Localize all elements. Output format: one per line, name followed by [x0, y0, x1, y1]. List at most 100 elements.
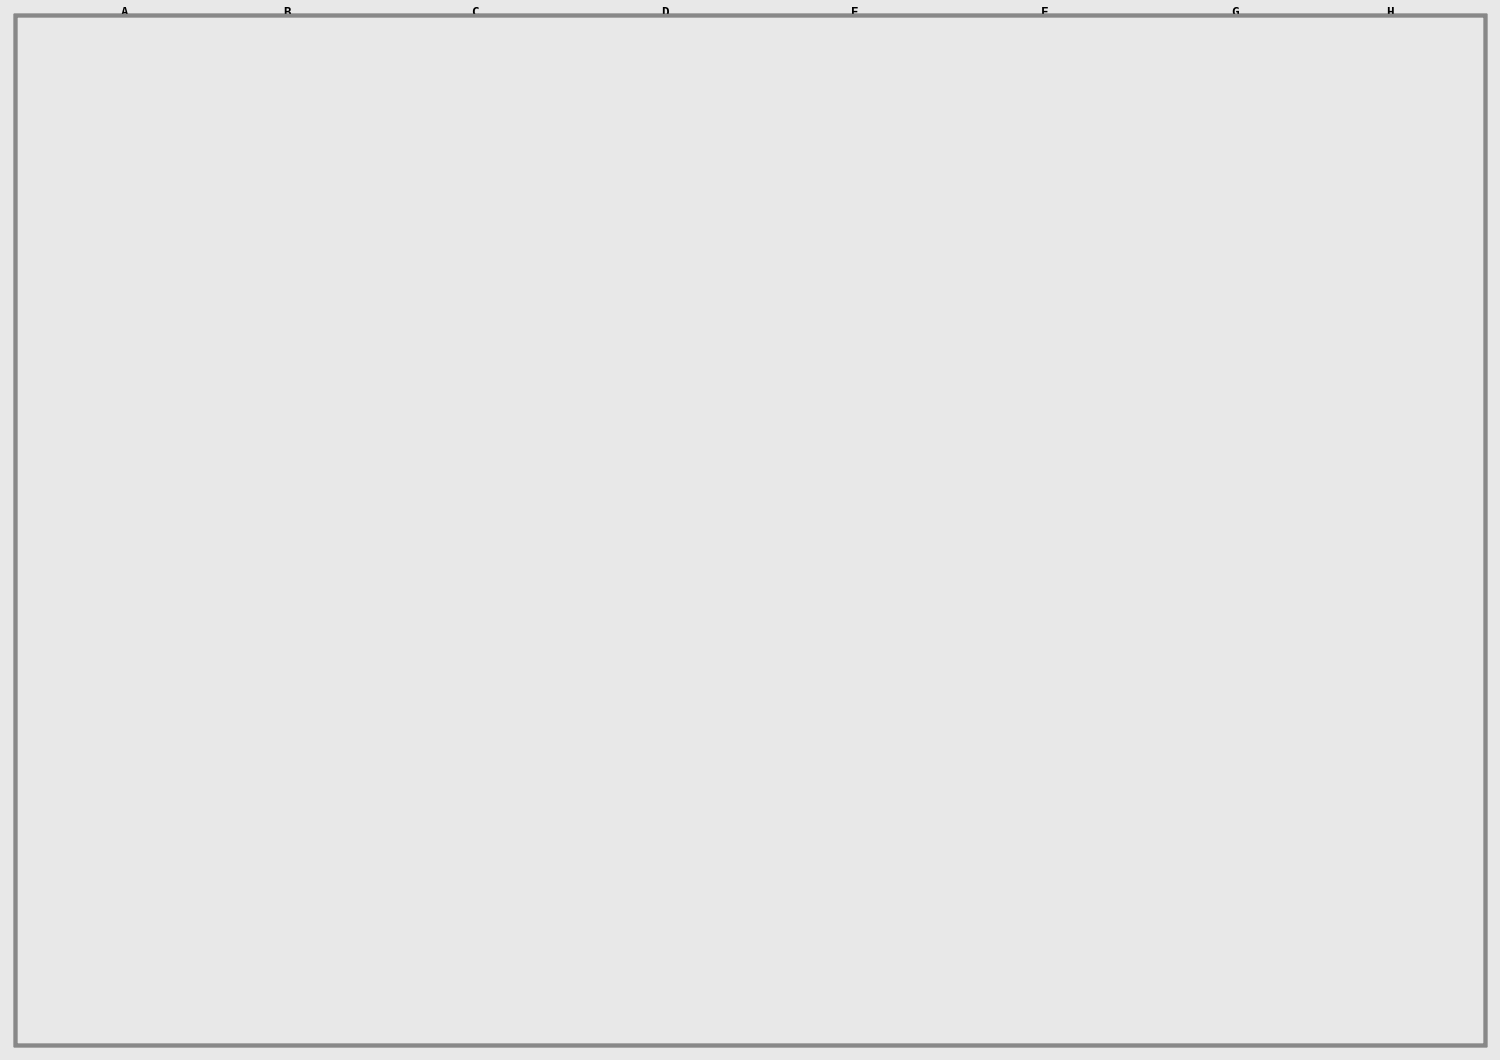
Text: K: K	[570, 947, 576, 955]
Text: REVERB/PSU: REVERB/PSU	[1328, 920, 1454, 940]
Text: SEND: SEND	[128, 458, 148, 466]
Text: L 47U 25V: L 47U 25V	[1042, 188, 1077, 193]
Text: 39K: 39K	[651, 101, 664, 109]
Text: C22: C22	[483, 42, 496, 48]
Text: DRAWN: DRAWN	[740, 984, 758, 989]
Text: R4: R4	[238, 407, 248, 417]
Text: +47 1/2W: +47 1/2W	[1102, 100, 1137, 106]
Text: FS2: FS2	[1293, 141, 1308, 149]
Text: 4: 4	[1461, 621, 1468, 634]
Text: D: D	[662, 6, 669, 19]
Text: RD: RD	[1383, 141, 1394, 149]
Text: DATE: DATE	[314, 1013, 332, 1023]
Bar	[1330, 40, 1450, 92]
Text: 1M: 1M	[404, 495, 412, 505]
Text: CHECKED: CHECKED	[740, 1002, 765, 1006]
Text: 3: 3	[1420, 986, 1434, 1006]
Circle shape	[177, 391, 182, 396]
Circle shape	[186, 431, 192, 437]
Text: C10: C10	[288, 246, 302, 254]
Text: S.G: S.G	[969, 984, 981, 989]
Text: 3: 3	[561, 95, 566, 105]
Text: 2N: 2N	[388, 43, 398, 53]
Circle shape	[222, 387, 228, 393]
Text: 1: 1	[1461, 101, 1468, 114]
Circle shape	[196, 583, 201, 588]
Bar	[230, 50, 540, 280]
Circle shape	[222, 401, 228, 407]
Text: ECO NUMBER: ECO NUMBER	[174, 1013, 220, 1023]
Bar	[168, 315, 458, 765]
Text: MODEL: MODEL	[1048, 984, 1066, 989]
Text: 70U 25V: 70U 25V	[1222, 109, 1252, 114]
Bar	[1286, 152, 1336, 170]
Text: DWG.No. 8280-61-02: DWG.No. 8280-61-02	[90, 92, 104, 228]
Text: TO 8280-62-00: TO 8280-62-00	[198, 318, 262, 326]
Text: TDA2030: TDA2030	[591, 46, 628, 54]
Text: 1: 1	[34, 101, 42, 114]
Text: R4: R4	[534, 162, 543, 167]
Text: RETURN: RETURN	[111, 569, 142, 579]
Text: C12  REVERB UNIT: C12 REVERB UNIT	[450, 32, 524, 40]
Text: DWG.No: DWG.No	[1335, 968, 1362, 976]
Text: F: F	[1041, 6, 1048, 19]
Bar	[1160, 95, 1215, 210]
Text: LINK5: LINK5	[254, 178, 262, 201]
Text: {: {	[60, 493, 96, 547]
Bar	[915, 205, 964, 265]
Circle shape	[196, 391, 201, 396]
Text: BK: BK	[1395, 340, 1406, 350]
Text: ECO NUMBER: ECO NUMBER	[174, 894, 220, 902]
Text: 3: 3	[87, 922, 93, 932]
Text: C6: C6	[1227, 95, 1236, 105]
Text: C11: C11	[386, 34, 400, 42]
Circle shape	[196, 431, 201, 437]
Text: ISSUE: ISSUE	[1410, 968, 1432, 976]
Text: 11/5/93: 11/5/93	[304, 955, 340, 965]
Circle shape	[177, 524, 182, 529]
Text: R8: R8	[660, 60, 669, 70]
Text: TITLE: TITLE	[1335, 896, 1360, 904]
Text: +47 1/2W: +47 1/2W	[1102, 175, 1137, 181]
Text: 35V: 35V	[388, 237, 402, 243]
Text: LINK8: LINK8	[964, 199, 970, 220]
Text: TOLERANCE (UNLESS OTHERWISE STATED): TOLERANCE (UNLESS OTHERWISE STATED)	[992, 914, 1124, 919]
Text: DB1: DB1	[1178, 81, 1192, 89]
Text: R2: R2	[238, 558, 248, 566]
Text: R14: R14	[310, 60, 326, 70]
Text: E: E	[390, 982, 396, 991]
Text: FS1: FS1	[1293, 60, 1308, 70]
Text: C4: C4	[232, 434, 242, 442]
Text: 5: 5	[1461, 796, 1468, 809]
Text: 2U2: 2U2	[374, 249, 387, 255]
Bar	[237, 505, 260, 515]
Circle shape	[196, 524, 201, 529]
Bar	[288, 358, 310, 372]
Text: EXTERNAL B/A: EXTERNAL B/A	[740, 949, 784, 954]
Text: 4: 4	[34, 621, 42, 634]
Text: PARALLEL: PARALLEL	[105, 499, 148, 509]
Text: SCN: SCN	[464, 75, 477, 85]
Text: 5: 5	[34, 796, 42, 809]
Text: LINK6: LINK6	[236, 373, 244, 396]
Text: T250mA: T250mA	[1286, 51, 1314, 59]
Text: C3: C3	[404, 509, 412, 517]
Text: C18: C18	[363, 235, 376, 245]
Text: R19: R19	[462, 47, 474, 53]
Text: 6: 6	[34, 954, 42, 967]
Circle shape	[222, 373, 228, 379]
Text: SEND: SEND	[128, 388, 148, 396]
Text: R12: R12	[336, 52, 348, 58]
Text: 1K7: 1K7	[310, 71, 326, 80]
Text: R11: R11	[348, 52, 361, 58]
Circle shape	[186, 472, 192, 477]
Bar	[1286, 72, 1336, 90]
Text: OR IN PARTS WITHOUT WRITTEN PERMISSION FROM: OR IN PARTS WITHOUT WRITTEN PERMISSION F…	[1173, 991, 1306, 996]
Text: LINK5: LINK5	[310, 360, 334, 370]
Text: DIMENSIONAL: DIMENSIONAL	[1036, 932, 1078, 936]
Text: C9: C9	[656, 136, 664, 144]
Text: 22R 1/2W: 22R 1/2W	[536, 114, 540, 145]
Text: JS3: JS3	[118, 580, 135, 588]
Text: 10: 10	[248, 426, 256, 432]
Text: REG1: REG1	[932, 265, 952, 275]
